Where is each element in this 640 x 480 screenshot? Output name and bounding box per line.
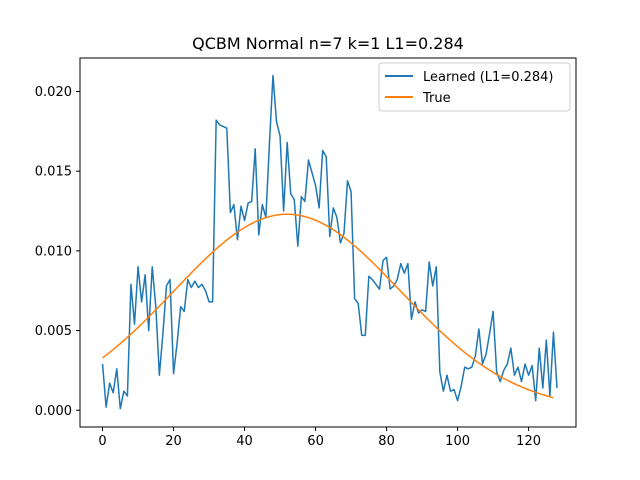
x-tick-label: 100 <box>445 434 470 449</box>
legend-label-true: True <box>422 91 451 106</box>
legend: Learned (L1=0.284) True <box>378 62 571 112</box>
x-tick-label: 80 <box>378 434 395 449</box>
x-tick-label: 60 <box>307 434 324 449</box>
legend-label-learned: Learned (L1=0.284) <box>423 70 553 85</box>
x-tick-label: 120 <box>516 434 541 449</box>
x-axis: 0 20 40 60 80 100 120 <box>98 427 541 449</box>
y-tick-label: 0.020 <box>35 85 72 100</box>
y-tick-label: 0.015 <box>35 165 72 180</box>
y-axis: 0.000 0.005 0.010 0.015 0.020 <box>35 85 80 419</box>
x-tick-label: 40 <box>236 434 253 449</box>
y-tick-label: 0.010 <box>35 244 72 259</box>
series-line-learned <box>101 74 558 410</box>
y-tick-label: 0.005 <box>35 324 72 339</box>
plot-lines <box>101 74 558 410</box>
y-tick-label: 0.000 <box>35 404 72 419</box>
chart-title: QCBM Normal n=7 k=1 L1=0.284 <box>192 34 464 53</box>
x-tick-label: 0 <box>98 434 106 449</box>
legend-box <box>378 62 571 112</box>
series-line-true <box>102 213 554 399</box>
plot-frame <box>79 57 577 428</box>
x-tick-label: 20 <box>165 434 182 449</box>
